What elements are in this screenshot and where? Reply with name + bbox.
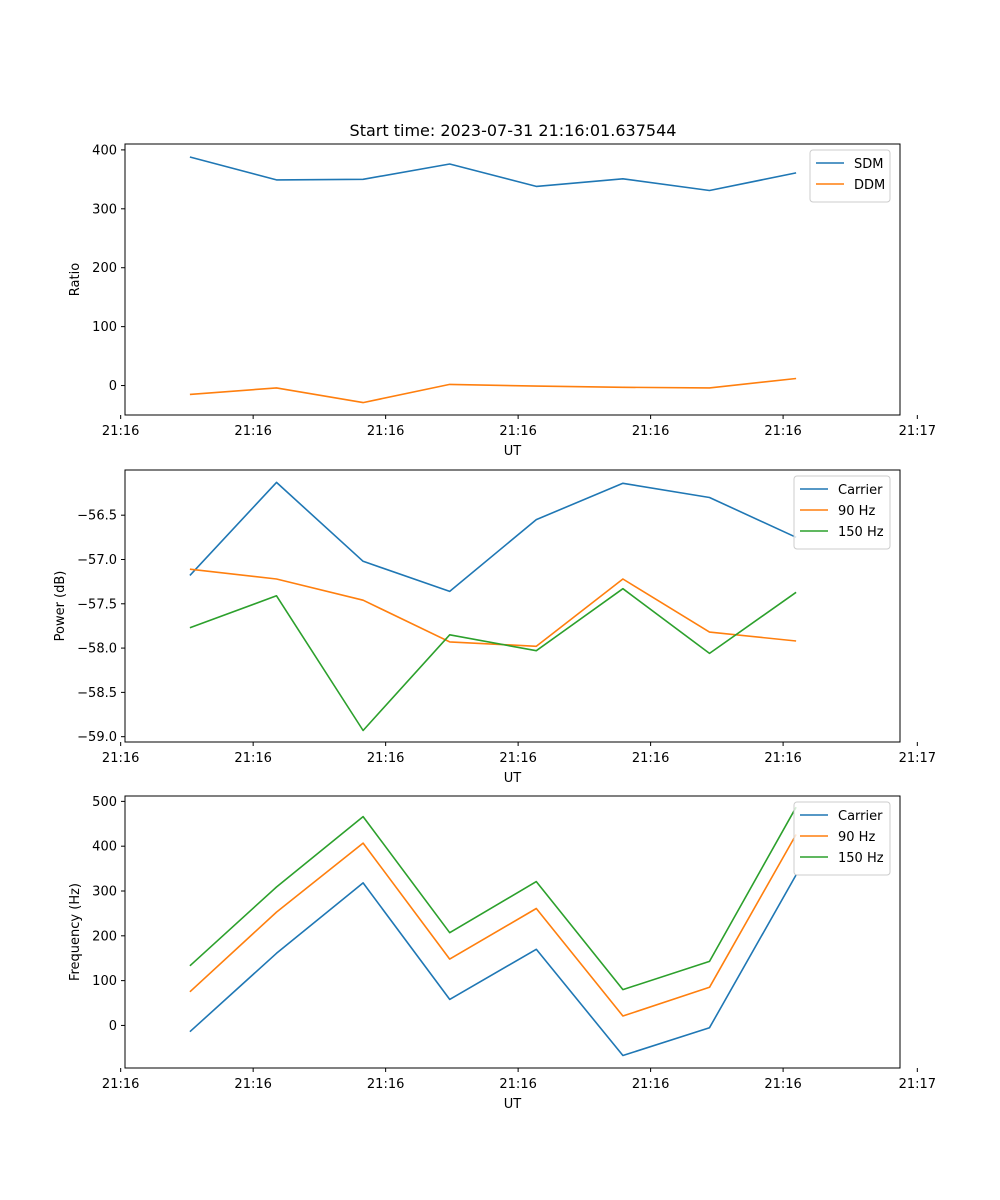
legend-label: Carrier	[838, 809, 883, 824]
legend-label: 150 Hz	[838, 851, 884, 866]
y-axis-label: Ratio	[68, 263, 83, 296]
y-tick-label: 200	[92, 261, 117, 276]
legend-label: 90 Hz	[838, 830, 875, 845]
figure-title: Start time: 2023-07-31 21:16:01.637544	[350, 121, 677, 140]
x-tick-label: 21:16	[102, 1077, 139, 1092]
y-tick-label: 500	[92, 795, 117, 810]
axes-frame	[124, 143, 901, 416]
y-tick-label: −58.0	[77, 642, 117, 657]
legend-label: 90 Hz	[838, 504, 875, 519]
axes-frame	[124, 795, 901, 1069]
y-tick-label: 100	[92, 974, 117, 989]
x-tick-label: 21:16	[234, 424, 271, 439]
y-axis-label: Power (dB)	[53, 571, 68, 642]
series-line-ddm	[189, 377, 797, 404]
x-tick-label: 21:16	[764, 751, 801, 766]
legend-label: SDM	[854, 157, 883, 172]
axes-frame	[124, 469, 901, 743]
y-tick-label: 300	[92, 202, 117, 217]
series-line-90-hz	[189, 568, 797, 648]
subplot-2: 21:16 21:16 21:16 21:16 21:16 21:16 21:17 UT −59…	[53, 469, 936, 786]
x-tick-label: 21:17	[899, 751, 936, 766]
legend: SDM DDM	[809, 149, 891, 203]
x-tick-label: 21:16	[632, 424, 669, 439]
x-tick-label: 21:16	[499, 424, 536, 439]
x-tick-label: 21:16	[367, 751, 404, 766]
x-tick-label: 21:16	[499, 1077, 536, 1092]
legend: Carrier 90 Hz 150 Hz	[793, 801, 891, 876]
y-tick-label: 100	[92, 320, 117, 335]
y-axis-label: Frequency (Hz)	[68, 883, 83, 981]
series-line-carrier	[189, 874, 797, 1057]
x-axis-label: UT	[504, 1097, 522, 1112]
series-line-carrier	[189, 481, 797, 593]
y-tick-label: 0	[109, 1019, 117, 1034]
y-tick-label: 0	[109, 379, 117, 394]
x-tick-label: 21:16	[234, 1077, 271, 1092]
x-tick-label: 21:17	[899, 424, 936, 439]
x-tick-label: 21:16	[632, 751, 669, 766]
y-tick-label: −57.0	[77, 553, 117, 568]
legend-label: DDM	[854, 178, 885, 193]
y-tick-label: −59.0	[77, 730, 117, 745]
x-tick-label: 21:16	[632, 1077, 669, 1092]
series-line-90-hz	[189, 834, 797, 1017]
x-tick-label: 21:17	[899, 1077, 936, 1092]
y-tick-label: −58.5	[77, 686, 117, 701]
y-tick-label: 400	[92, 143, 117, 158]
x-tick-label: 21:16	[367, 424, 404, 439]
subplot-1: 21:16 21:16 21:16 21:16 21:16 21:16 21:17 UT 0 10…	[68, 143, 936, 459]
y-tick-label: 300	[92, 884, 117, 899]
legend: Carrier 90 Hz 150 Hz	[793, 475, 891, 550]
subplot-3: 21:16 21:16 21:16 21:16 21:16 21:16 21:17 UT 0 10…	[68, 795, 936, 1112]
y-tick-label: −56.5	[77, 509, 117, 524]
x-tick-label: 21:16	[764, 424, 801, 439]
series-line-150-hz	[189, 587, 797, 732]
x-tick-label: 21:16	[367, 1077, 404, 1092]
x-tick-label: 21:16	[764, 1077, 801, 1092]
y-tick-label: 200	[92, 929, 117, 944]
x-axis-label: UT	[504, 444, 522, 459]
legend-label: 150 Hz	[838, 525, 884, 540]
x-tick-label: 21:16	[102, 424, 139, 439]
x-axis-label: UT	[504, 771, 522, 786]
legend-label: Carrier	[838, 483, 883, 498]
x-tick-label: 21:16	[102, 751, 139, 766]
x-tick-label: 21:16	[499, 751, 536, 766]
series-line-sdm	[189, 156, 797, 192]
y-tick-label: −57.5	[77, 597, 117, 612]
series-line-150-hz	[189, 806, 797, 991]
x-tick-label: 21:16	[234, 751, 271, 766]
y-tick-label: 400	[92, 840, 117, 855]
